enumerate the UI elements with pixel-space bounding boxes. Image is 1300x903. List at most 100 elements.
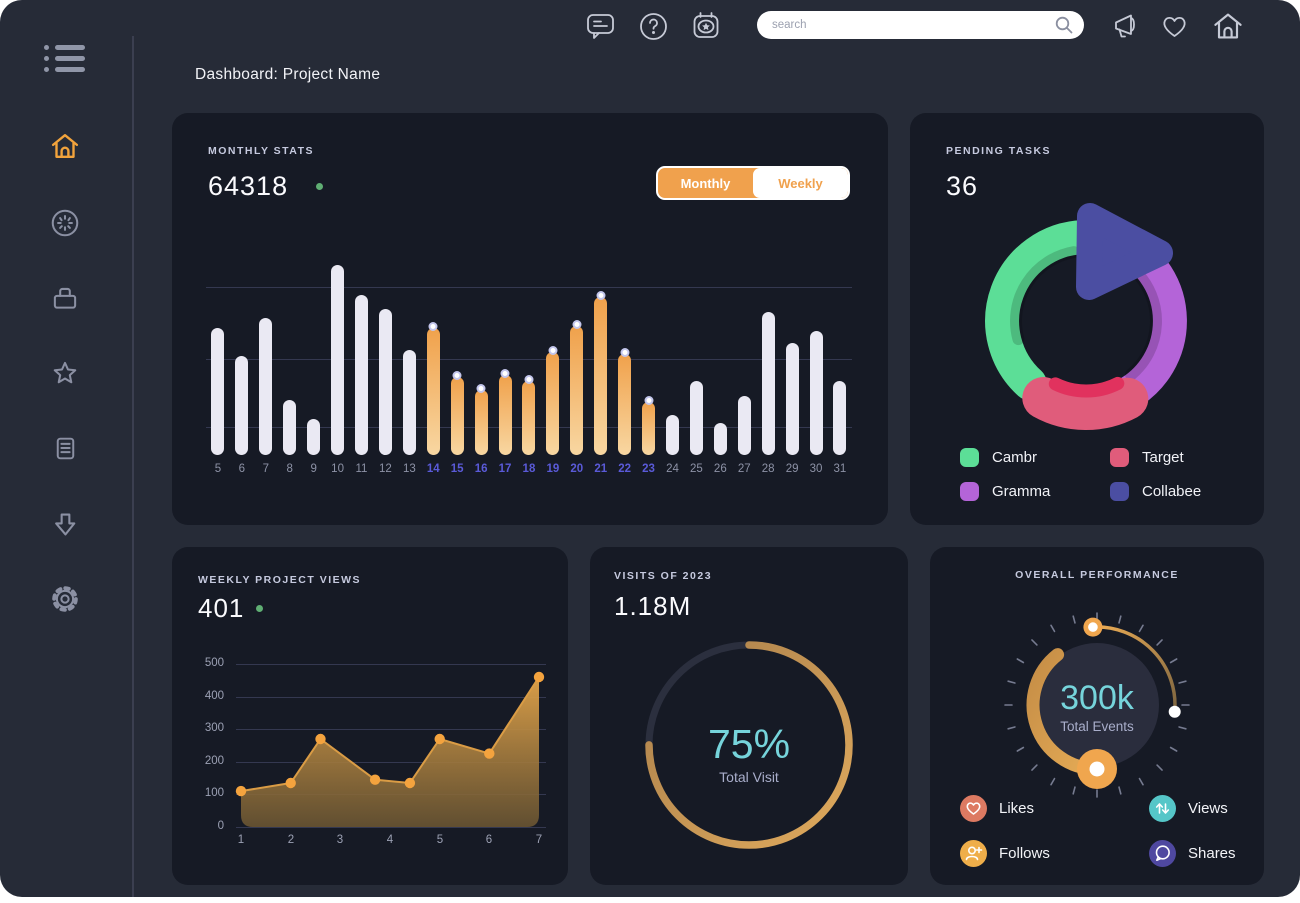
search-bar xyxy=(757,11,1084,39)
bar-marker-dot xyxy=(524,375,534,384)
calendar-star-icon[interactable] xyxy=(689,9,723,48)
chat-icon[interactable] xyxy=(584,10,618,49)
status-dot xyxy=(316,183,324,190)
performance-legend-item-shares: Shares xyxy=(1149,839,1236,867)
gridline xyxy=(236,664,546,665)
legend-item-gramma: Gramma xyxy=(960,479,1110,503)
search-input[interactable] xyxy=(757,11,1084,39)
bar-day-29 xyxy=(785,343,799,455)
bar-cell xyxy=(828,265,852,455)
sidebar-item-documents[interactable] xyxy=(47,430,83,466)
legend-label: Cambr xyxy=(992,448,1038,466)
legend-label: Shares xyxy=(1188,844,1236,862)
bar-day-7 xyxy=(259,318,273,455)
bar-cell xyxy=(541,265,565,455)
toggle-weekly-button[interactable]: Weekly xyxy=(753,168,848,198)
bar-marker-dot xyxy=(476,384,486,393)
bar-day-11 xyxy=(354,295,368,455)
sidebar xyxy=(0,0,134,897)
sidebar-item-projects[interactable] xyxy=(47,280,83,316)
heart-icon[interactable] xyxy=(1157,9,1192,49)
y-tick-label: 500 xyxy=(204,657,224,669)
toggle-monthly-button[interactable]: Monthly xyxy=(680,175,731,191)
x-tick-label: 26 xyxy=(713,463,727,475)
bar-cell xyxy=(565,265,589,455)
clock-icon xyxy=(51,209,79,237)
y-tick-label: 200 xyxy=(204,755,224,767)
sidebar-item-settings[interactable] xyxy=(47,581,83,617)
x-tick-label: 14 xyxy=(426,463,440,475)
bar-day-14 xyxy=(426,322,440,455)
megaphone-icon[interactable] xyxy=(1106,8,1142,49)
legend-label: Views xyxy=(1188,799,1228,817)
bar-cell xyxy=(326,265,350,455)
legend-item-cambr: Cambr xyxy=(960,445,1110,469)
x-tick-label: 1 xyxy=(237,834,245,846)
x-tick-label: 11 xyxy=(355,463,368,475)
bar-day-15 xyxy=(450,371,464,455)
status-dot xyxy=(256,605,264,612)
legend-swatch xyxy=(1110,447,1129,467)
bar-day-22 xyxy=(618,348,632,455)
briefcase-icon xyxy=(53,287,77,309)
bar-day-17 xyxy=(498,369,512,455)
x-tick-label: 10 xyxy=(331,463,344,475)
bar-cell xyxy=(804,265,828,455)
bar-cell xyxy=(684,265,708,455)
sidebar-item-favorites[interactable] xyxy=(47,355,83,391)
bar-cell xyxy=(350,265,374,455)
bar-day-18 xyxy=(522,375,536,455)
gridline xyxy=(236,729,546,730)
x-tick-label: 30 xyxy=(809,463,823,475)
gridline xyxy=(236,697,546,698)
bar-cell xyxy=(230,265,254,455)
search-icon[interactable] xyxy=(1052,13,1076,42)
bar-day-9 xyxy=(307,419,321,455)
performance-legend-item-follows: Follows xyxy=(960,839,1149,867)
bar-cell xyxy=(302,265,326,455)
monthly-bar-chart xyxy=(206,265,852,455)
download-arrow-icon xyxy=(54,513,75,535)
home-icon[interactable] xyxy=(1210,8,1246,49)
bar-day-28 xyxy=(761,312,775,455)
bar-chart-x-labels: 5 6 7 8 9 10 11 12 13 14 15 16 17 18 19 20 21 22 23 24 25 26 2… xyxy=(206,463,852,475)
legend-label: Collabee xyxy=(1142,482,1202,500)
bar-cell xyxy=(613,265,637,455)
x-tick-label: 13 xyxy=(402,463,416,475)
x-tick-label: 5 xyxy=(214,463,222,475)
bar-day-8 xyxy=(283,400,297,455)
bar-cell xyxy=(397,265,421,455)
add-user-icon xyxy=(960,839,987,867)
x-tick-label: 23 xyxy=(642,463,655,475)
performance-value: 300k xyxy=(1060,679,1134,717)
gauge-knob-large[interactable] xyxy=(1077,749,1117,789)
x-tick-label: 4 xyxy=(386,834,394,846)
bar-day-12 xyxy=(378,309,392,455)
x-tick-label: 5 xyxy=(436,834,444,846)
sidebar-item-downloads[interactable] xyxy=(47,506,83,542)
x-tick-label: 28 xyxy=(761,463,775,475)
bar-day-25 xyxy=(689,381,703,455)
x-tick-label: 15 xyxy=(450,463,464,475)
y-tick-label: 0 xyxy=(217,820,224,832)
gauge-knob-small[interactable] xyxy=(1083,617,1103,637)
help-icon[interactable] xyxy=(637,10,670,48)
pending-tasks-card: PENDING TASKS 36 Cambr Target Gramma Collab… xyxy=(910,113,1264,525)
donut-legend: Cambr Target Gramma Collabee xyxy=(960,445,1260,503)
legend-item-collabee: Collabee xyxy=(1110,479,1260,503)
x-tick-label: 21 xyxy=(594,463,608,475)
x-tick-label: 17 xyxy=(498,463,512,475)
bar-day-10 xyxy=(331,265,345,455)
hamburger-menu-icon[interactable] xyxy=(44,45,85,72)
gridline xyxy=(236,827,546,828)
sidebar-divider xyxy=(132,36,134,897)
sidebar-item-home[interactable] xyxy=(47,128,83,164)
x-tick-label: 12 xyxy=(379,463,392,475)
bar-day-13 xyxy=(402,350,416,455)
sidebar-item-activity[interactable] xyxy=(47,205,83,241)
x-tick-label: 31 xyxy=(833,463,847,475)
gridline xyxy=(206,287,852,288)
card-label: OVERALL PERFORMANCE xyxy=(1015,569,1179,581)
gear-icon xyxy=(52,586,78,612)
gridline xyxy=(206,359,852,360)
